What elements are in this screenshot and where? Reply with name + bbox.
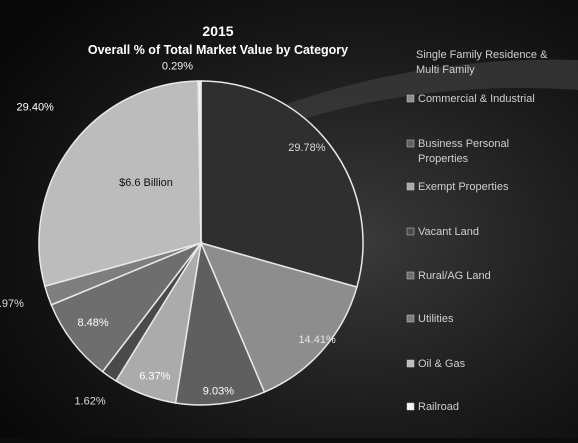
slice-value-label-1: 29.78% <box>288 142 326 154</box>
legend: Single Family Residence & Multi Family Com… <box>406 49 548 413</box>
legend-swatch-5 <box>406 227 415 236</box>
chart-subtitle: Overall % of Total Market Value by Categ… <box>88 43 348 57</box>
legend-label-6: Rural/AG Land <box>418 270 491 282</box>
legend-swatch-3 <box>406 139 415 148</box>
slice-value-label-8: 29.40% <box>17 101 55 113</box>
legend-label-1-line-1: Single Family Residence & <box>416 49 548 61</box>
legend-label-2: Commercial & Industrial <box>418 93 535 105</box>
pie-slice-2 <box>199 241 358 394</box>
slice-value-label-2: 14.41% <box>298 334 336 346</box>
slice-value-label-5: 1.62% <box>74 396 105 408</box>
slice-value-label-9: 0.29% <box>162 61 193 73</box>
chart-title: 2015 <box>202 23 233 39</box>
legend-swatch-8 <box>406 359 415 368</box>
slice-value-label-6: 8.48% <box>77 317 108 329</box>
legend-label-5: Vacant Land <box>418 226 479 238</box>
pie-slice-1 <box>200 80 364 288</box>
legend-swatch-9 <box>406 402 415 411</box>
legend-swatch-2 <box>406 94 415 103</box>
background-swoosh <box>270 59 578 120</box>
pie-slice-8 <box>38 80 202 288</box>
slice-value-label-7: 1.97% <box>0 298 24 310</box>
legend-label-9: Railroad <box>418 401 459 413</box>
pie-slice-9 <box>197 80 202 244</box>
slice-value-label-4: 6.37% <box>139 371 170 383</box>
legend-label-4: Exempt Properties <box>418 181 509 193</box>
slice-labels: 29.78% 14.41% 9.03% 6.37% 1.62% 8.48% 1.97% 29.… <box>0 61 336 408</box>
legend-swatch-7 <box>406 314 415 323</box>
legend-swatch-4 <box>406 182 415 191</box>
legend-label-8: Oil & Gas <box>418 358 466 370</box>
legend-label-7: Utilities <box>418 313 454 325</box>
center-label: $6.6 Billion <box>119 177 173 189</box>
legend-label-3-line-2: Properties <box>418 153 469 165</box>
pie-slice-6 <box>50 241 204 373</box>
legend-label-1-line-2: Multi Family <box>416 64 475 76</box>
slice-value-label-3: 9.03% <box>203 386 234 398</box>
pie-slices <box>38 80 364 406</box>
legend-label-3-line-1: Business Personal <box>418 138 509 150</box>
pie-slice-3 <box>174 240 266 406</box>
legend-swatch-6 <box>406 271 415 280</box>
